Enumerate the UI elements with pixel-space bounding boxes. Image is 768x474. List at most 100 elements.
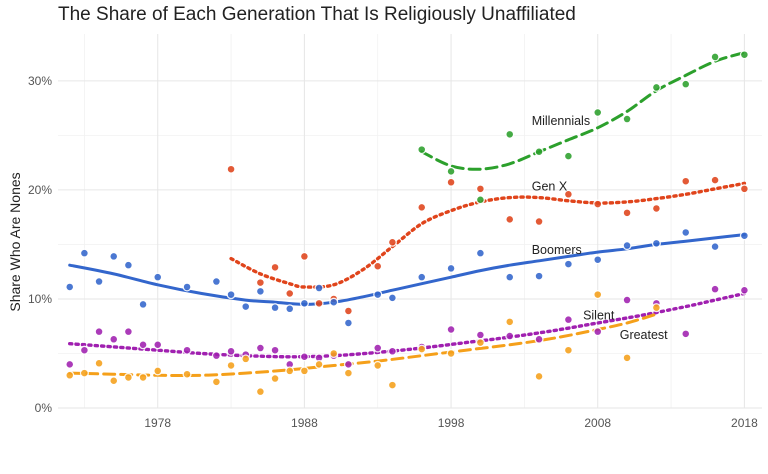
boomers-point xyxy=(123,260,133,270)
silent-point xyxy=(710,284,720,294)
boomers-point xyxy=(446,263,456,273)
greatest-point xyxy=(446,348,456,359)
greatest-point xyxy=(417,344,427,354)
boomers-point xyxy=(138,299,148,309)
gen-x-point xyxy=(505,214,515,224)
millennials-point xyxy=(622,114,632,124)
x-tick-label: 1978 xyxy=(144,416,171,430)
boomers-point xyxy=(622,240,632,251)
greatest-point xyxy=(622,353,632,363)
greatest-point xyxy=(123,372,133,383)
millennials-point xyxy=(417,145,427,155)
millennials-point xyxy=(710,52,720,62)
gen-x-point xyxy=(226,164,236,174)
millennials-point xyxy=(681,79,691,89)
gen-x-point xyxy=(622,208,632,218)
silent-label: Silent xyxy=(583,308,615,322)
point-layer xyxy=(65,50,749,397)
gen-x-point xyxy=(299,251,309,261)
gen-x-point xyxy=(563,189,573,199)
silent-point xyxy=(270,345,280,355)
boomers-point xyxy=(505,272,515,282)
x-tick-label: 1998 xyxy=(438,416,465,430)
silent-trend-line xyxy=(68,291,747,359)
gen-x-point xyxy=(285,288,295,299)
greatest-point xyxy=(94,358,104,368)
greatest-point xyxy=(241,354,251,364)
greatest-point xyxy=(299,366,309,376)
greatest-point xyxy=(211,377,221,387)
boomers-point xyxy=(651,238,661,248)
gen-x-point xyxy=(270,262,280,272)
greatest-point xyxy=(475,338,485,348)
millennials-point xyxy=(563,151,573,161)
gen-x-point xyxy=(255,278,265,288)
silent-point xyxy=(109,334,119,344)
millennials-trend-line xyxy=(420,51,746,171)
millennials-point xyxy=(534,147,544,157)
greatest-point xyxy=(593,290,603,300)
boomers-point xyxy=(255,286,265,296)
silent-point xyxy=(65,359,75,369)
gen-x-point xyxy=(681,176,691,186)
y-axis-title: Share Who Are Nones xyxy=(7,172,23,311)
boomers-point xyxy=(417,272,427,282)
boomers-label: Boomers xyxy=(532,243,582,257)
gen-x-point xyxy=(651,203,661,214)
gen-x-point xyxy=(314,298,324,308)
boomers-point xyxy=(109,251,119,261)
boomers-point xyxy=(329,297,339,307)
silent-point xyxy=(373,343,383,353)
boomers-point xyxy=(65,282,75,292)
boomers-point xyxy=(314,283,324,293)
greatest-point xyxy=(153,366,163,376)
greatest-point xyxy=(255,387,265,397)
boomers-point xyxy=(343,318,353,328)
y-tick-label: 0% xyxy=(35,401,53,415)
boomers-point xyxy=(534,271,544,281)
silent-point xyxy=(446,324,456,335)
boomers-point xyxy=(94,276,104,287)
millennials-point xyxy=(739,50,749,60)
silent-point xyxy=(255,343,265,353)
silent-point xyxy=(534,334,544,344)
greatest-point xyxy=(343,368,353,378)
millennials-point xyxy=(505,129,515,139)
greatest-point xyxy=(329,348,339,359)
boomers-point xyxy=(475,248,485,258)
greatest-point xyxy=(314,359,324,369)
boomers-point xyxy=(211,276,221,287)
x-tick-label: 2008 xyxy=(584,416,611,430)
x-tick-label: 1988 xyxy=(291,416,318,430)
gen-x-point xyxy=(739,184,749,194)
boomers-point xyxy=(681,227,691,237)
greatest-point xyxy=(285,366,295,376)
boomers-point xyxy=(285,304,295,314)
gen-x-point xyxy=(343,306,353,316)
gen-x-point xyxy=(387,237,397,247)
label-layer: Millennials Gen X Boomers Silent Greatest xyxy=(532,114,668,342)
boomers-point xyxy=(153,272,163,282)
boomers-point xyxy=(593,255,603,265)
gen-x-point xyxy=(534,216,544,227)
gen-x-point xyxy=(417,202,427,212)
boomers-point xyxy=(270,303,280,313)
millennials-point xyxy=(446,166,456,176)
silent-point xyxy=(563,315,573,325)
boomers-point xyxy=(226,290,236,300)
silent-point xyxy=(123,327,133,337)
greatest-point xyxy=(534,371,544,381)
silent-point xyxy=(387,346,397,356)
greatest-point xyxy=(270,374,280,384)
gen-x-label: Gen X xyxy=(532,180,568,194)
y-tick-label: 20% xyxy=(28,183,52,197)
greatest-point xyxy=(563,345,573,355)
gen-x-point xyxy=(446,177,456,187)
greatest-point xyxy=(182,369,192,379)
boomers-point xyxy=(739,231,749,241)
boomers-point xyxy=(299,298,309,308)
millennials-point xyxy=(593,107,603,118)
gen-x-trend-line xyxy=(229,181,747,289)
